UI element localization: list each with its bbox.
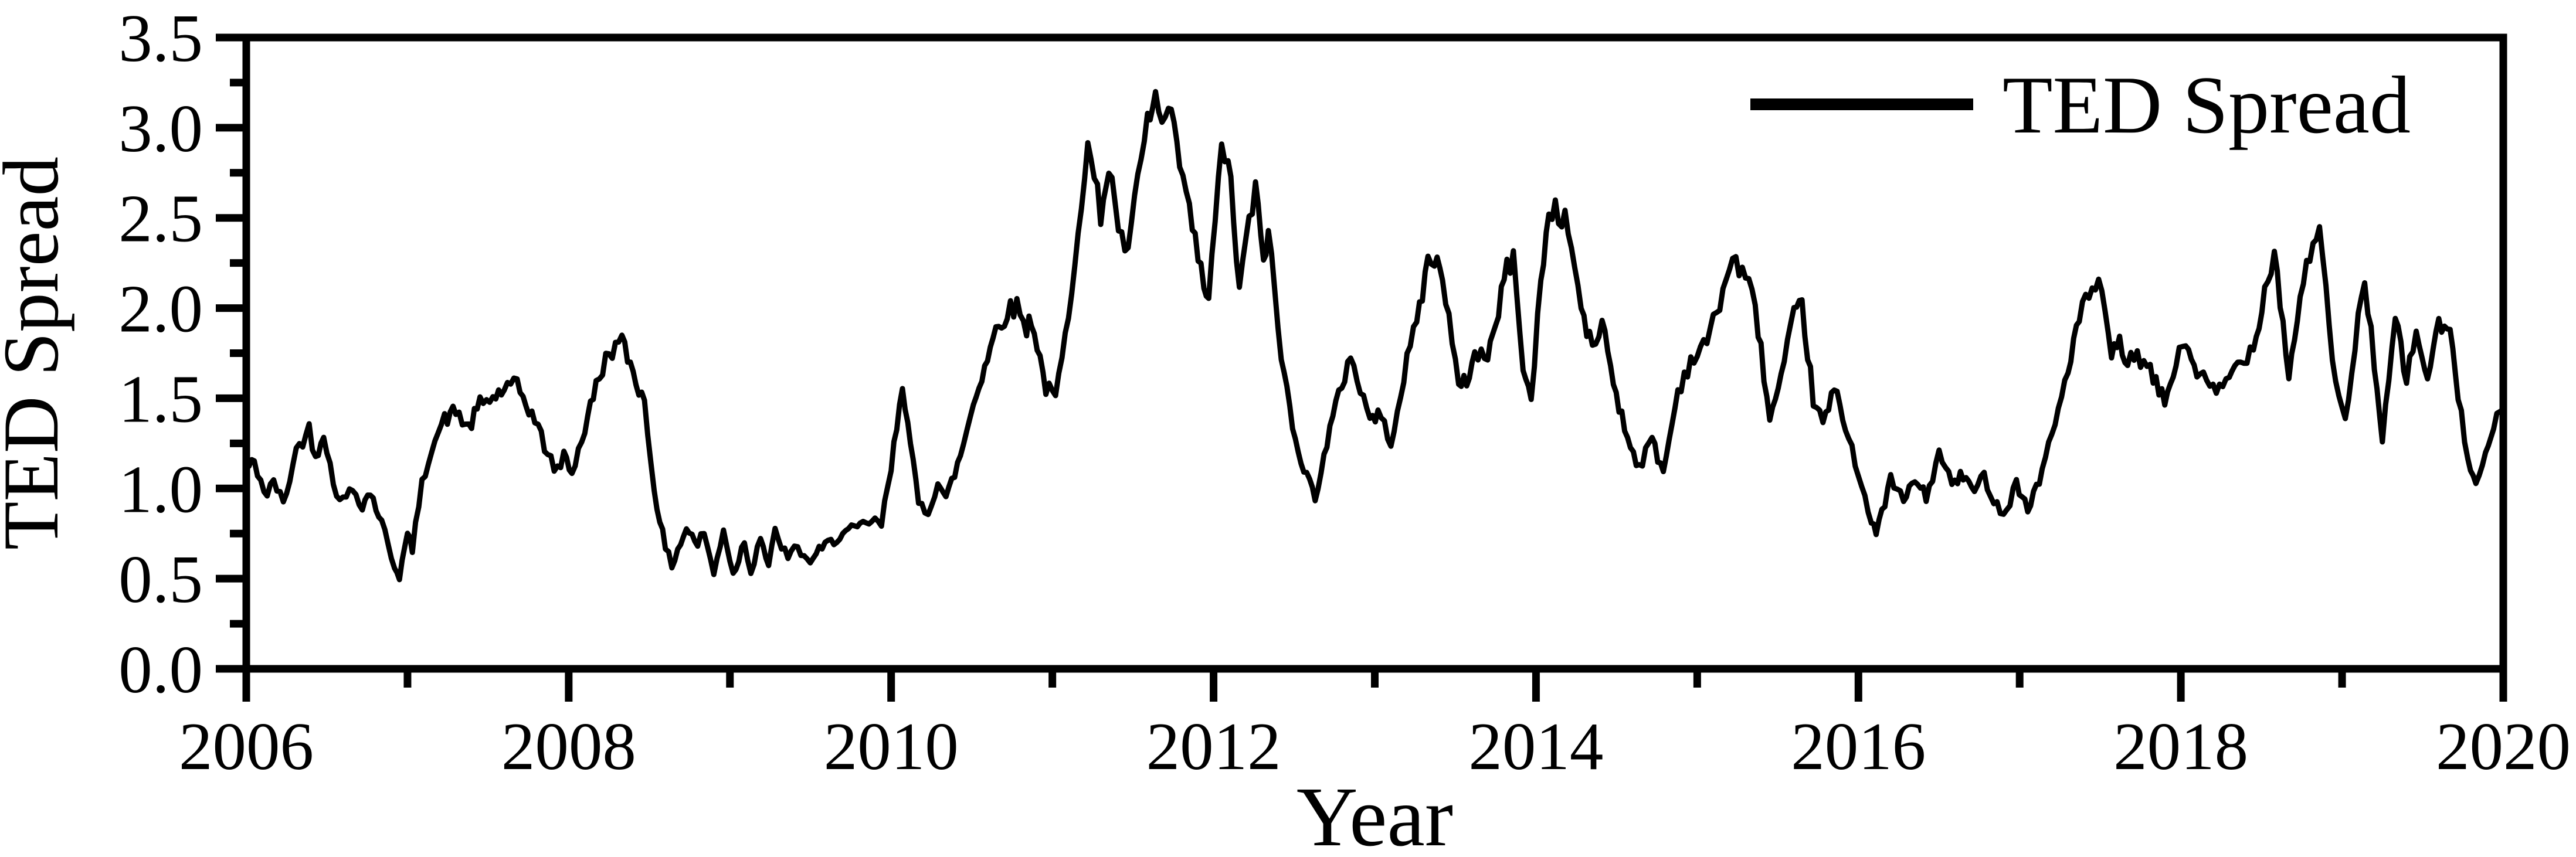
y-tick-label: 0.5 [118,542,203,617]
x-axis-title: Year [1297,770,1453,857]
y-axis: 0.0 0.5 1.0 1.5 2.0 2.5 3.0 3.5 [118,1,246,707]
x-tick-label: 2016 [1791,709,1926,784]
x-tick-label: 2014 [1468,709,1603,784]
y-tick-label: 2.5 [118,182,203,256]
y-tick-label: 3.5 [118,1,203,76]
x-tick-label: 2018 [2113,709,2248,784]
x-tick-label: 2008 [501,709,636,784]
legend: TED Spread [1750,60,2411,151]
y-tick-label: 1.0 [118,452,203,526]
y-tick-label: 2.0 [118,272,203,346]
x-tick-label: 2006 [179,709,314,784]
legend-label: TED Spread [2003,60,2411,151]
x-tick-label: 2010 [824,709,959,784]
x-tick-label: 2020 [2436,709,2571,784]
x-tick-label: 2012 [1146,709,1281,784]
y-tick-label: 0.0 [118,632,203,707]
y-tick-label: 1.5 [118,362,203,436]
ted-spread-series-line [243,89,2506,583]
y-axis-title: TED Spread [0,157,75,550]
y-tick-label: 3.0 [118,91,203,166]
x-axis: 2006 2008 2010 2012 2014 2016 2018 2020 [179,669,2571,784]
